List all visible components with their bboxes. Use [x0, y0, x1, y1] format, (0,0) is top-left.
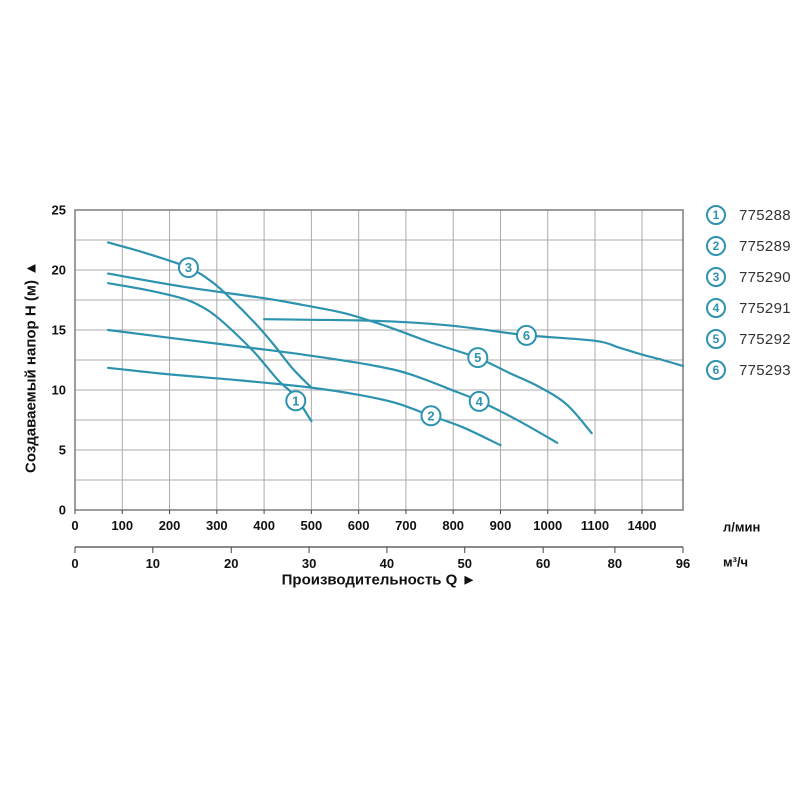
legend-model: 775293 — [739, 361, 791, 379]
x-tick-label-lmin: 1000 — [533, 518, 562, 533]
legend-model: 775289 — [739, 237, 791, 255]
curve-label-number-1: 1 — [292, 393, 299, 408]
y-tick-label: 0 — [59, 503, 66, 518]
y-tick-label: 15 — [52, 323, 66, 338]
y-tick-label: 5 — [59, 443, 66, 458]
x-axis-unit-m3h: м³/ч — [723, 554, 749, 570]
legend-item-775289: 2 775289 — [706, 236, 791, 256]
x-tick-label-lmin: 300 — [206, 518, 228, 533]
curve-label-circle-3 — [177, 257, 199, 279]
y-axis-title: Создаваемый напор H (м) ▲ — [22, 261, 40, 473]
curve-label-number-4: 4 — [476, 394, 484, 409]
curve-label-number-6: 6 — [523, 328, 530, 343]
legend-marker-3: 3 — [706, 267, 726, 287]
x-tick-label-lmin: 200 — [159, 518, 181, 533]
y-tick-label: 25 — [52, 203, 66, 218]
curve-label-circle-6 — [515, 324, 537, 346]
y-tick-label: 20 — [52, 263, 66, 278]
curve-775288 — [106, 282, 313, 423]
legend-model: 775291 — [739, 299, 791, 317]
x-tick-label-m3h: 10 — [146, 556, 160, 571]
x-tick-label-lmin: 400 — [253, 518, 275, 533]
x-tick-label-lmin: 1400 — [628, 518, 657, 533]
curve-label-circle-1 — [285, 390, 307, 412]
x-tick-label-lmin: 800 — [442, 518, 464, 533]
legend-item-775291: 4 775291 — [706, 298, 791, 318]
x-tick-label-lmin: 100 — [111, 518, 133, 533]
curve-775293 — [262, 318, 685, 368]
legend-item-775292: 5 775292 — [706, 329, 791, 349]
x-tick-label-m3h: 30 — [302, 556, 316, 571]
x-tick-label-m3h: 0 — [71, 556, 78, 571]
x-tick-label-m3h: 80 — [608, 556, 622, 571]
curve-label-number-2: 2 — [427, 408, 434, 423]
curve-label-number-3: 3 — [185, 260, 192, 275]
x-tick-label-lmin: 0 — [71, 518, 78, 533]
x-axis-title: Производительность Q ► — [281, 571, 477, 589]
x-tick-label-lmin: 600 — [348, 518, 370, 533]
x-tick-label-m3h: 60 — [536, 556, 550, 571]
x-tick-label-m3h: 40 — [380, 556, 394, 571]
legend-marker-6: 6 — [706, 360, 726, 380]
curve-label-circle-2 — [420, 405, 442, 427]
legend-item-775288: 1 775288 — [706, 205, 791, 225]
curve-775292 — [106, 272, 593, 435]
legend-model: 775290 — [739, 268, 791, 286]
plot-border — [74, 209, 684, 511]
legend-model: 775288 — [739, 206, 791, 224]
x-tick-label-m3h: 96 — [676, 556, 690, 571]
curve-label-circle-4 — [468, 390, 490, 412]
x-tick-label-lmin: 700 — [395, 518, 417, 533]
legend-model: 775292 — [739, 330, 791, 348]
x-tick-label-m3h: 20 — [224, 556, 238, 571]
legend-marker-4: 4 — [706, 298, 726, 318]
curve-775291 — [106, 328, 559, 444]
curve-775290 — [106, 241, 313, 389]
legend-marker-1: 1 — [706, 205, 726, 225]
x-tick-label-lmin: 500 — [301, 518, 323, 533]
legend-item-775290: 3 775290 — [706, 267, 791, 287]
curve-label-circle-5 — [467, 347, 489, 369]
legend-marker-2: 2 — [706, 236, 726, 256]
x-tick-label-m3h: 50 — [457, 556, 471, 571]
legend-item-775293: 6 775293 — [706, 360, 791, 380]
x-tick-label-lmin: 1100 — [581, 518, 609, 533]
x-tick-label-lmin: 900 — [490, 518, 512, 533]
curve-775289 — [106, 366, 502, 447]
x-axis-unit-lmin: л/мин — [723, 519, 761, 535]
legend: 1 775288 2 775289 3 775290 4 775291 5 775292 6 7752… — [706, 205, 791, 380]
legend-marker-5: 5 — [706, 329, 726, 349]
curve-label-number-5: 5 — [474, 350, 481, 365]
y-tick-label: 10 — [52, 383, 66, 398]
